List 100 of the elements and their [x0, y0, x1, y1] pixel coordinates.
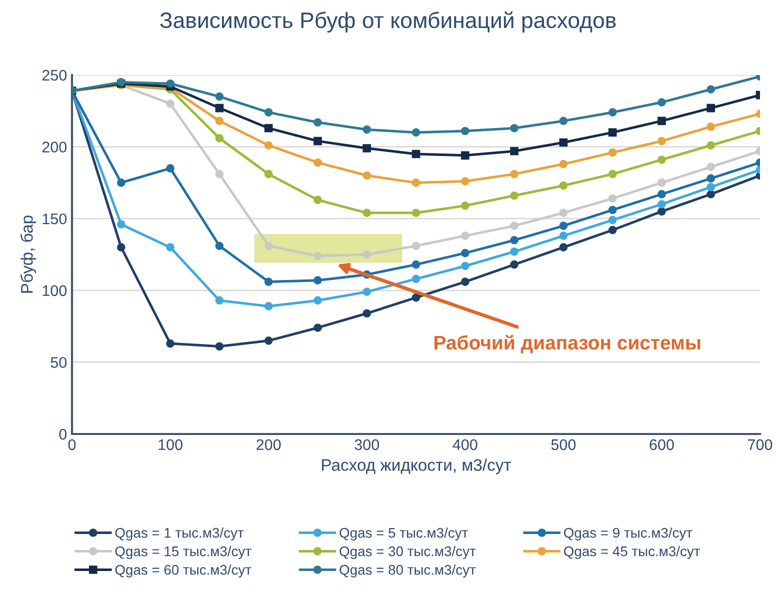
point [264, 141, 273, 150]
point [412, 128, 420, 137]
point [314, 324, 322, 332]
point [314, 296, 322, 305]
point [215, 92, 224, 101]
x-tick-label: 400 [452, 439, 478, 450]
point [460, 232, 470, 240]
x-tick-label: 300 [354, 439, 380, 450]
point [412, 242, 420, 250]
y-tick-label: 250 [42, 70, 67, 81]
point [608, 206, 617, 214]
point [706, 141, 716, 150]
point [412, 260, 420, 269]
point [460, 202, 470, 210]
legend-label: Qgas = 45 тыс.м3/сут [564, 546, 700, 559]
y-tick-label: 150 [42, 213, 67, 224]
point [264, 170, 273, 178]
point [658, 116, 666, 126]
x-tick-label: 700 [748, 439, 772, 450]
chart-title: Зависимость Рбуф от комбинаций расходов [160, 11, 616, 33]
point [314, 276, 322, 285]
point [362, 288, 372, 296]
point [412, 293, 420, 302]
point [608, 170, 617, 178]
point [166, 164, 174, 173]
point [166, 339, 174, 348]
legend-label: Qgas = 15 тыс.м3/сут [115, 546, 252, 559]
point [559, 222, 568, 230]
point [314, 158, 322, 167]
point [559, 181, 568, 190]
point [559, 160, 568, 168]
point [314, 196, 322, 204]
point [314, 252, 322, 260]
point [608, 216, 617, 224]
point [116, 178, 126, 187]
x-tick-label: 0 [68, 439, 76, 450]
point [264, 108, 273, 117]
y-tick-label: 200 [42, 142, 67, 152]
point [658, 178, 666, 187]
point [510, 247, 518, 256]
legend-label: Qgas = 9 тыс.м3/сут [564, 528, 692, 540]
point [510, 170, 518, 178]
legend-label: Qgas = 80 тыс.м3/сут [340, 564, 476, 578]
point [608, 148, 617, 157]
point [166, 243, 174, 252]
point [559, 138, 568, 147]
point [460, 262, 470, 270]
point [362, 144, 372, 152]
point [658, 200, 666, 208]
point [706, 85, 716, 94]
point [460, 278, 470, 286]
point [314, 136, 322, 146]
x-tick-label: 500 [551, 439, 576, 450]
point [658, 136, 666, 146]
point [412, 150, 420, 158]
point [658, 207, 666, 216]
point [510, 124, 518, 132]
point [658, 190, 666, 198]
legend-label: Qgas = 60 тыс.м3/сут [115, 564, 252, 578]
point [706, 122, 716, 131]
point [215, 134, 224, 142]
point [264, 302, 273, 310]
point [510, 222, 518, 230]
point [264, 278, 273, 286]
point [215, 342, 224, 351]
point [658, 98, 666, 106]
point [116, 220, 126, 229]
point [608, 128, 617, 137]
point [608, 194, 617, 203]
legend-label: Qgas = 1 тыс.м3/сут [115, 528, 244, 540]
point [460, 248, 470, 258]
point [460, 151, 470, 160]
point [460, 177, 470, 186]
point [559, 243, 568, 252]
point [559, 232, 568, 240]
point [412, 208, 420, 218]
point [559, 208, 568, 218]
y-tick-label: 0 [59, 428, 67, 440]
point [608, 226, 617, 234]
point [362, 309, 372, 318]
point [706, 104, 716, 112]
point [362, 125, 372, 134]
point [264, 242, 273, 250]
point [116, 243, 126, 252]
x-tick-label: 100 [158, 439, 182, 450]
point [166, 100, 174, 108]
point [706, 162, 716, 172]
point [215, 116, 224, 126]
point [215, 242, 224, 250]
point [362, 208, 372, 218]
y-tick-label: 50 [50, 357, 67, 368]
point [166, 79, 174, 88]
point [264, 336, 273, 345]
legend-label: Qgas = 30 тыс.м3/сут [340, 546, 476, 559]
y-tick-label: 100 [42, 285, 67, 296]
x-tick-label: 200 [256, 439, 281, 450]
point [658, 156, 666, 164]
point [510, 146, 518, 156]
x-axis-title: Расход жидкости, м3/сут [322, 458, 512, 474]
point [215, 296, 224, 305]
